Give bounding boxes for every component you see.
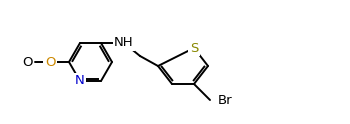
Text: O: O [22,56,33,68]
Text: N: N [75,75,85,88]
Text: O: O [45,56,55,68]
Text: S: S [190,42,198,55]
Text: NH: NH [114,36,134,49]
Text: Br: Br [218,93,233,107]
